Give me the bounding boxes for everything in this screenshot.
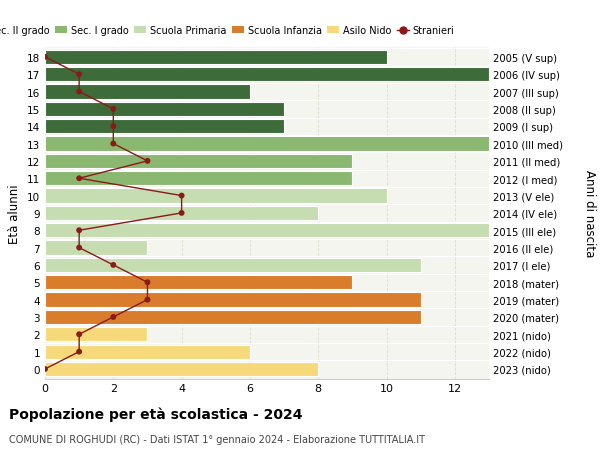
Bar (45, 50, 386, 65)
Point (74, 89, 84, 96)
Point (74, 244, 84, 252)
Point (109, 106, 118, 113)
Bar (45, 207, 318, 220)
Point (109, 140, 118, 148)
Y-axis label: Età alunni: Età alunni (8, 184, 22, 243)
Bar (45, 68, 489, 82)
Bar (45, 345, 250, 359)
Point (74, 348, 84, 356)
Point (74, 227, 84, 235)
Bar (45, 85, 250, 100)
Text: COMUNE DI ROGHUDI (RC) - Dati ISTAT 1° gennaio 2024 - Elaborazione TUTTITALIA.IT: COMUNE DI ROGHUDI (RC) - Dati ISTAT 1° g… (9, 434, 425, 444)
Bar (45, 154, 352, 168)
Point (40, 365, 50, 373)
Point (40, 54, 50, 62)
Point (177, 192, 187, 200)
Y-axis label: Anni di nascita: Anni di nascita (583, 170, 596, 257)
Point (143, 158, 152, 165)
Text: Popolazione per età scolastica - 2024: Popolazione per età scolastica - 2024 (9, 406, 302, 421)
Bar (45, 327, 148, 341)
Point (74, 175, 84, 183)
Point (74, 71, 84, 78)
Legend: Sec. II grado, Sec. I grado, Scuola Primaria, Scuola Infanzia, Asilo Nido, Stran: Sec. II grado, Sec. I grado, Scuola Prim… (0, 22, 458, 40)
Bar (45, 293, 421, 307)
Bar (45, 120, 284, 134)
Bar (45, 172, 352, 186)
Bar (45, 275, 352, 290)
Bar (45, 102, 284, 117)
Bar (45, 362, 318, 376)
Bar (45, 310, 421, 325)
Bar (45, 258, 421, 273)
Point (143, 296, 152, 303)
Bar (45, 137, 489, 151)
Point (109, 313, 118, 321)
Point (177, 210, 187, 217)
Point (143, 279, 152, 286)
Bar (45, 189, 386, 203)
Point (74, 331, 84, 338)
Point (109, 262, 118, 269)
Bar (45, 241, 148, 255)
Bar (45, 224, 489, 238)
Point (109, 123, 118, 131)
